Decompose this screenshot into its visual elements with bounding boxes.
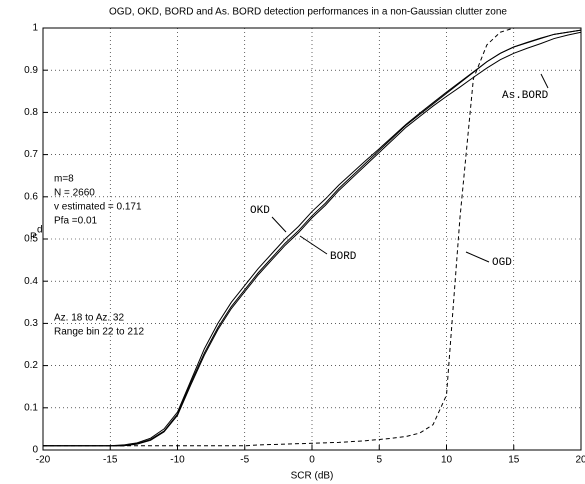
- annotation: Az. 18 to Az. 32: [54, 313, 124, 324]
- y-axis-label-sub: d: [37, 225, 43, 236]
- series-line: [43, 27, 581, 447]
- leader-line: [465, 251, 490, 263]
- x-tick-label: -10: [170, 455, 185, 466]
- annotation: v estimated = 0.171: [54, 202, 142, 213]
- leader-line: [271, 216, 287, 233]
- y-tick-label: 0.1: [24, 402, 38, 413]
- x-tick-label: -20: [36, 455, 51, 466]
- x-tick-label: 5: [376, 455, 382, 466]
- series-label: OKD: [250, 205, 270, 217]
- x-tick-label: -15: [103, 455, 118, 466]
- leader-lines: [271, 73, 549, 263]
- series-label: OGD: [492, 257, 512, 269]
- leader-line: [540, 73, 549, 89]
- y-tick-label: 0.3: [24, 318, 38, 329]
- series-label: BORD: [330, 251, 357, 263]
- y-axis-label: P: [30, 232, 37, 243]
- x-tick-label: 0: [309, 455, 315, 466]
- y-tick-label: 1: [32, 23, 38, 34]
- annotation: N = 2660: [54, 188, 95, 199]
- x-axis-label: SCR (dB): [291, 471, 334, 482]
- leader-line: [299, 235, 328, 255]
- y-tick-label: 0: [32, 445, 38, 456]
- plot-frame: [42, 27, 582, 451]
- annotation: m=8: [54, 174, 74, 185]
- x-tick-label: -5: [240, 455, 249, 466]
- y-tick-label: 0.9: [24, 65, 38, 76]
- y-tick-label: 0.8: [24, 107, 38, 118]
- y-tick-label: 0.5: [24, 234, 38, 245]
- annotation: Pfa =0.01: [54, 216, 98, 227]
- series-line: [43, 31, 582, 447]
- y-tick-label: 0.6: [24, 191, 38, 202]
- series-label: As.BORD: [502, 90, 549, 102]
- chart-title: OGD, OKD, BORD and As. BORD detection pe…: [109, 7, 507, 18]
- y-tick-label: 0.4: [24, 276, 38, 287]
- x-tick-label: 10: [441, 455, 453, 466]
- x-tick-label: 20: [575, 455, 585, 466]
- x-tick-label: 15: [508, 455, 520, 466]
- y-tick-label: 0.2: [24, 360, 38, 371]
- annotation: Range bin 22 to 212: [54, 327, 145, 338]
- y-tick-label: 0.7: [24, 149, 38, 160]
